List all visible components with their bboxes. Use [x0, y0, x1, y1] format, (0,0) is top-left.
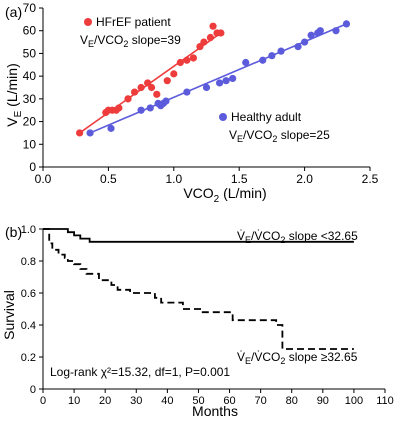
data-point-healthy	[342, 20, 351, 28]
curve-label-low: V̇E/V̇CO2 slope <32.65	[237, 229, 358, 245]
data-point-healthy	[229, 74, 237, 83]
panel-a-y-tick-label: 60	[23, 24, 37, 38]
data-point-healthy	[222, 77, 230, 85]
legend-label-hfref: HFrEF patient	[96, 15, 171, 29]
data-point-hfref	[209, 22, 217, 30]
panel-b-y-tick-label: 0	[30, 384, 36, 396]
data-point-healthy	[301, 38, 309, 46]
panel-b-y-tick-label: 0.2	[21, 352, 36, 364]
data-point-hfref	[217, 29, 225, 37]
data-point-hfref	[189, 54, 198, 62]
data-point-hfref	[163, 77, 171, 85]
data-point-hfref	[115, 104, 123, 112]
panel-a-y-tick-label: 20	[23, 115, 37, 129]
panel-b-xlabel: Months	[192, 403, 238, 419]
data-point-healthy	[146, 104, 154, 112]
panel-b-x-tick-label: 110	[376, 395, 394, 407]
panel-b-x-tick-label: 80	[286, 395, 298, 407]
legend-label-healthy: Healthy adult	[231, 110, 302, 124]
data-point-hfref	[124, 95, 132, 103]
data-point-healthy	[137, 106, 145, 114]
panel-b-chart: 0 10 20 30 40 50 60 70 80 90 100 110 0 0.2 0.4 0.6 0.8 1.…	[21, 224, 394, 407]
panel-b-y-tick-label: 0.8	[21, 256, 36, 268]
data-point-healthy	[107, 124, 115, 132]
legend-marker-hfref	[84, 18, 92, 26]
panel-a-y-tick-label: 30	[23, 92, 37, 106]
panel-b-y-tick-label: 1.0	[21, 224, 36, 236]
data-point-hfref	[183, 56, 191, 64]
data-point-hfref	[170, 70, 178, 78]
curve-label-high: V̇E/V̇CO2 slope ≥32.65	[237, 350, 358, 366]
panel-a-ylabel: VE (L/min)	[4, 63, 24, 126]
data-point-healthy	[268, 52, 276, 60]
data-point-healthy	[215, 79, 224, 87]
panel-a-x-tick-label: 2.0	[296, 172, 313, 186]
data-point-hfref	[206, 33, 215, 42]
legend-marker-healthy	[219, 113, 227, 121]
data-point-healthy	[162, 97, 170, 105]
data-point-healthy	[259, 56, 267, 64]
data-point-healthy	[277, 47, 285, 55]
data-point-hfref	[76, 129, 84, 137]
panel-a-chart: 0.0 0.5 1.0 1.5 2.0 2.5 0 10 20 30 40 50 60 70	[23, 1, 379, 186]
panel-a-x-tick-label: 0.0	[35, 172, 52, 186]
slope-label-healthy: VE/VCO2 slope=25	[229, 128, 330, 144]
data-point-healthy	[202, 83, 211, 92]
data-point-healthy	[242, 58, 250, 67]
stats-text: Log-rank χ²=15.32, df=1, P=0.001	[50, 365, 230, 379]
data-point-healthy	[294, 43, 302, 51]
panel-b-x-tick-label: 70	[255, 395, 267, 407]
data-point-hfref	[200, 38, 208, 46]
panel-b-x-tick-label: 20	[99, 395, 111, 407]
data-point-hfref	[130, 88, 139, 96]
panel-a-x-tick-label: 2.5	[362, 172, 379, 186]
panel-b-x-tick-label: 10	[68, 395, 80, 407]
data-point-healthy	[183, 88, 191, 96]
panel-b-y-tick-label: 0.4	[21, 320, 36, 332]
panel-b-y-tick-label: 0.6	[21, 288, 36, 300]
data-point-hfref	[147, 83, 156, 92]
data-point-healthy	[332, 27, 340, 35]
panel-a-y-tick-label: 10	[23, 137, 37, 151]
panel-a-y-tick-label: 50	[23, 46, 37, 60]
panel-a-y-tick-label: 40	[23, 69, 37, 83]
panel-a-x-tick-label: 0.5	[100, 172, 117, 186]
panel-b-label: (b)	[5, 224, 22, 240]
survival-curve-high-slope	[43, 228, 354, 350]
panel-a-y-tick-label: 70	[23, 1, 37, 15]
panel-b-x-tick-label: 100	[345, 395, 363, 407]
panel-a-xlabel: VCO2 (L/min)	[183, 185, 266, 205]
data-point-healthy	[86, 129, 94, 137]
panel-b-x-tick-label: 0	[40, 395, 46, 407]
panel-a-x-tick-label: 1.0	[165, 172, 182, 186]
panel-b-x-tick-label: 60	[223, 395, 235, 407]
panel-b-ylabel: Survival	[1, 290, 17, 340]
panel-a-label: (a)	[5, 4, 22, 20]
panel-b-x-tick-label: 50	[192, 395, 204, 407]
panel-b-x-tick-label: 90	[317, 395, 329, 407]
data-point-hfref	[176, 58, 184, 67]
data-point-healthy	[316, 27, 324, 35]
data-point-healthy	[307, 31, 315, 39]
panel-b-x-tick-label: 30	[130, 395, 142, 407]
survival-curve-low-slope	[43, 228, 354, 243]
panel-a-x-tick-label: 1.5	[231, 172, 248, 186]
data-point-hfref	[153, 90, 161, 98]
slope-label-hfref: VE/VCO2 slope=39	[80, 33, 181, 49]
data-point-hfref	[137, 83, 145, 92]
panel-a-y-tick-label: 0	[29, 160, 36, 174]
panel-b-x-tick-label: 40	[161, 395, 173, 407]
